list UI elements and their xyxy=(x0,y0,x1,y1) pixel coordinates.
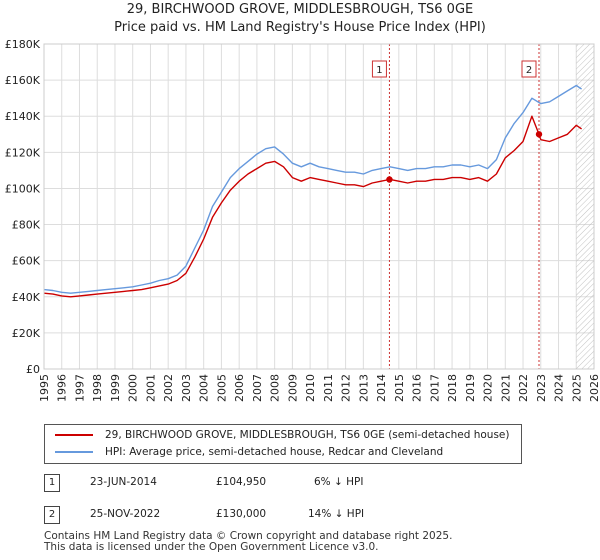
x-tick-label: 2005 xyxy=(215,374,228,402)
legend-item-property: 29, BIRCHWOOD GROVE, MIDDLESBROUGH, TS6 … xyxy=(45,427,509,443)
y-tick-label: £0 xyxy=(26,363,40,376)
sale-date: 25-NOV-2022 xyxy=(90,508,161,520)
sale-hpi-diff: 14% ↓ HPI xyxy=(308,508,365,520)
sale-row: 1 23-JUN-2014 £104,950 6% ↓ HPI xyxy=(44,474,564,494)
x-tick-label: 2009 xyxy=(286,374,299,402)
property-price-line xyxy=(43,115,582,298)
legend-item-hpi: HPI: Average price, semi-detached house,… xyxy=(45,444,443,460)
y-tick-label: £180K xyxy=(5,38,41,51)
chart-subtitle: Price paid vs. HM Land Registry's House … xyxy=(114,20,486,35)
x-tick-label: 2011 xyxy=(322,374,335,402)
x-tick-label: 2013 xyxy=(357,374,370,402)
sale-hpi-diff: 6% ↓ HPI xyxy=(314,476,364,488)
sale-price: £104,950 xyxy=(216,476,267,488)
x-tick-label: 2020 xyxy=(482,374,495,402)
y-tick-label: £100K xyxy=(5,182,41,195)
sale-marker-point xyxy=(386,176,393,183)
x-tick-label: 2022 xyxy=(517,374,530,402)
x-tick-label: 2018 xyxy=(446,374,459,402)
x-tick-label: 2002 xyxy=(162,374,175,402)
x-tick-label: 2003 xyxy=(180,374,193,402)
sale-marker-label: 1 xyxy=(376,65,382,76)
sale-date: 23-JUN-2014 xyxy=(90,476,157,488)
legend-label-property: 29, BIRCHWOOD GROVE, MIDDLESBROUGH, TS6 … xyxy=(105,429,510,441)
x-tick-label: 2019 xyxy=(464,374,477,402)
legend-label-hpi: HPI: Average price, semi-detached house,… xyxy=(105,446,444,458)
x-tick-label: 1999 xyxy=(109,374,122,402)
sale-marker-badge xyxy=(521,60,537,78)
x-tick-label: 2014 xyxy=(375,374,388,402)
x-tick-label: 2025 xyxy=(570,374,583,402)
x-tick-label: 1996 xyxy=(56,374,69,402)
footer-line-copyright: Contains HM Land Registry data © Crown c… xyxy=(44,530,453,542)
sale-marker-badge xyxy=(371,60,387,78)
sale-number-badge: 2 xyxy=(44,506,60,524)
x-tick-label: 2026 xyxy=(588,374,600,402)
x-tick-label: 2016 xyxy=(411,374,424,402)
x-tick-label: 2006 xyxy=(233,374,246,402)
x-tick-label: 2023 xyxy=(535,374,548,402)
footer-line-licence: This data is licensed under the Open Gov… xyxy=(44,541,379,553)
x-tick-label: 1997 xyxy=(73,374,86,402)
x-tick-label: 2012 xyxy=(340,374,353,402)
y-tick-label: £120K xyxy=(5,146,41,159)
x-tick-label: 2007 xyxy=(251,374,264,402)
sale-price: £130,000 xyxy=(216,508,267,520)
sale-number-badge: 1 xyxy=(44,474,60,492)
footer-attribution: Contains HM Land Registry data © Crown c… xyxy=(44,531,452,553)
y-tick-label: £80K xyxy=(12,219,41,232)
x-tick-label: 2004 xyxy=(198,374,211,402)
future-hatched-region xyxy=(576,44,594,369)
x-tick-label: 2001 xyxy=(144,374,157,402)
chart-title: 29, BIRCHWOOD GROVE, MIDDLESBROUGH, TS6 … xyxy=(126,2,474,17)
plot-border xyxy=(43,43,595,370)
chart-area: £0 £20K £40K £60K £80K £100K £120K £140K £160K £1… xyxy=(5,38,600,402)
x-tick-label: 2010 xyxy=(304,374,317,402)
sale-marker-point xyxy=(535,131,543,138)
x-tick-label: 2000 xyxy=(127,374,140,402)
hpi-line xyxy=(43,84,582,294)
y-tick-label: £140K xyxy=(5,110,41,123)
sale-row: 2 25-NOV-2022 £130,000 14% ↓ HPI xyxy=(44,506,564,526)
y-tick-label: £60K xyxy=(12,255,41,268)
legend-swatch-hpi xyxy=(55,451,93,453)
x-tick-label: 2024 xyxy=(553,374,566,402)
y-tick-label: £20K xyxy=(12,327,41,340)
sale-marker-label: 2 xyxy=(526,65,532,76)
legend-swatch-property xyxy=(55,434,93,436)
y-tick-label: £40K xyxy=(12,291,41,304)
x-tick-label: 1998 xyxy=(91,374,104,402)
x-tick-label: 1995 xyxy=(38,374,51,402)
x-tick-label: 2008 xyxy=(269,374,282,402)
x-tick-label: 2017 xyxy=(428,374,441,402)
chart-legend: 29, BIRCHWOOD GROVE, MIDDLESBROUGH, TS6 … xyxy=(44,424,522,464)
y-tick-label: £160K xyxy=(5,74,41,87)
x-tick-label: 2021 xyxy=(499,374,512,402)
x-tick-label: 2015 xyxy=(393,374,406,402)
